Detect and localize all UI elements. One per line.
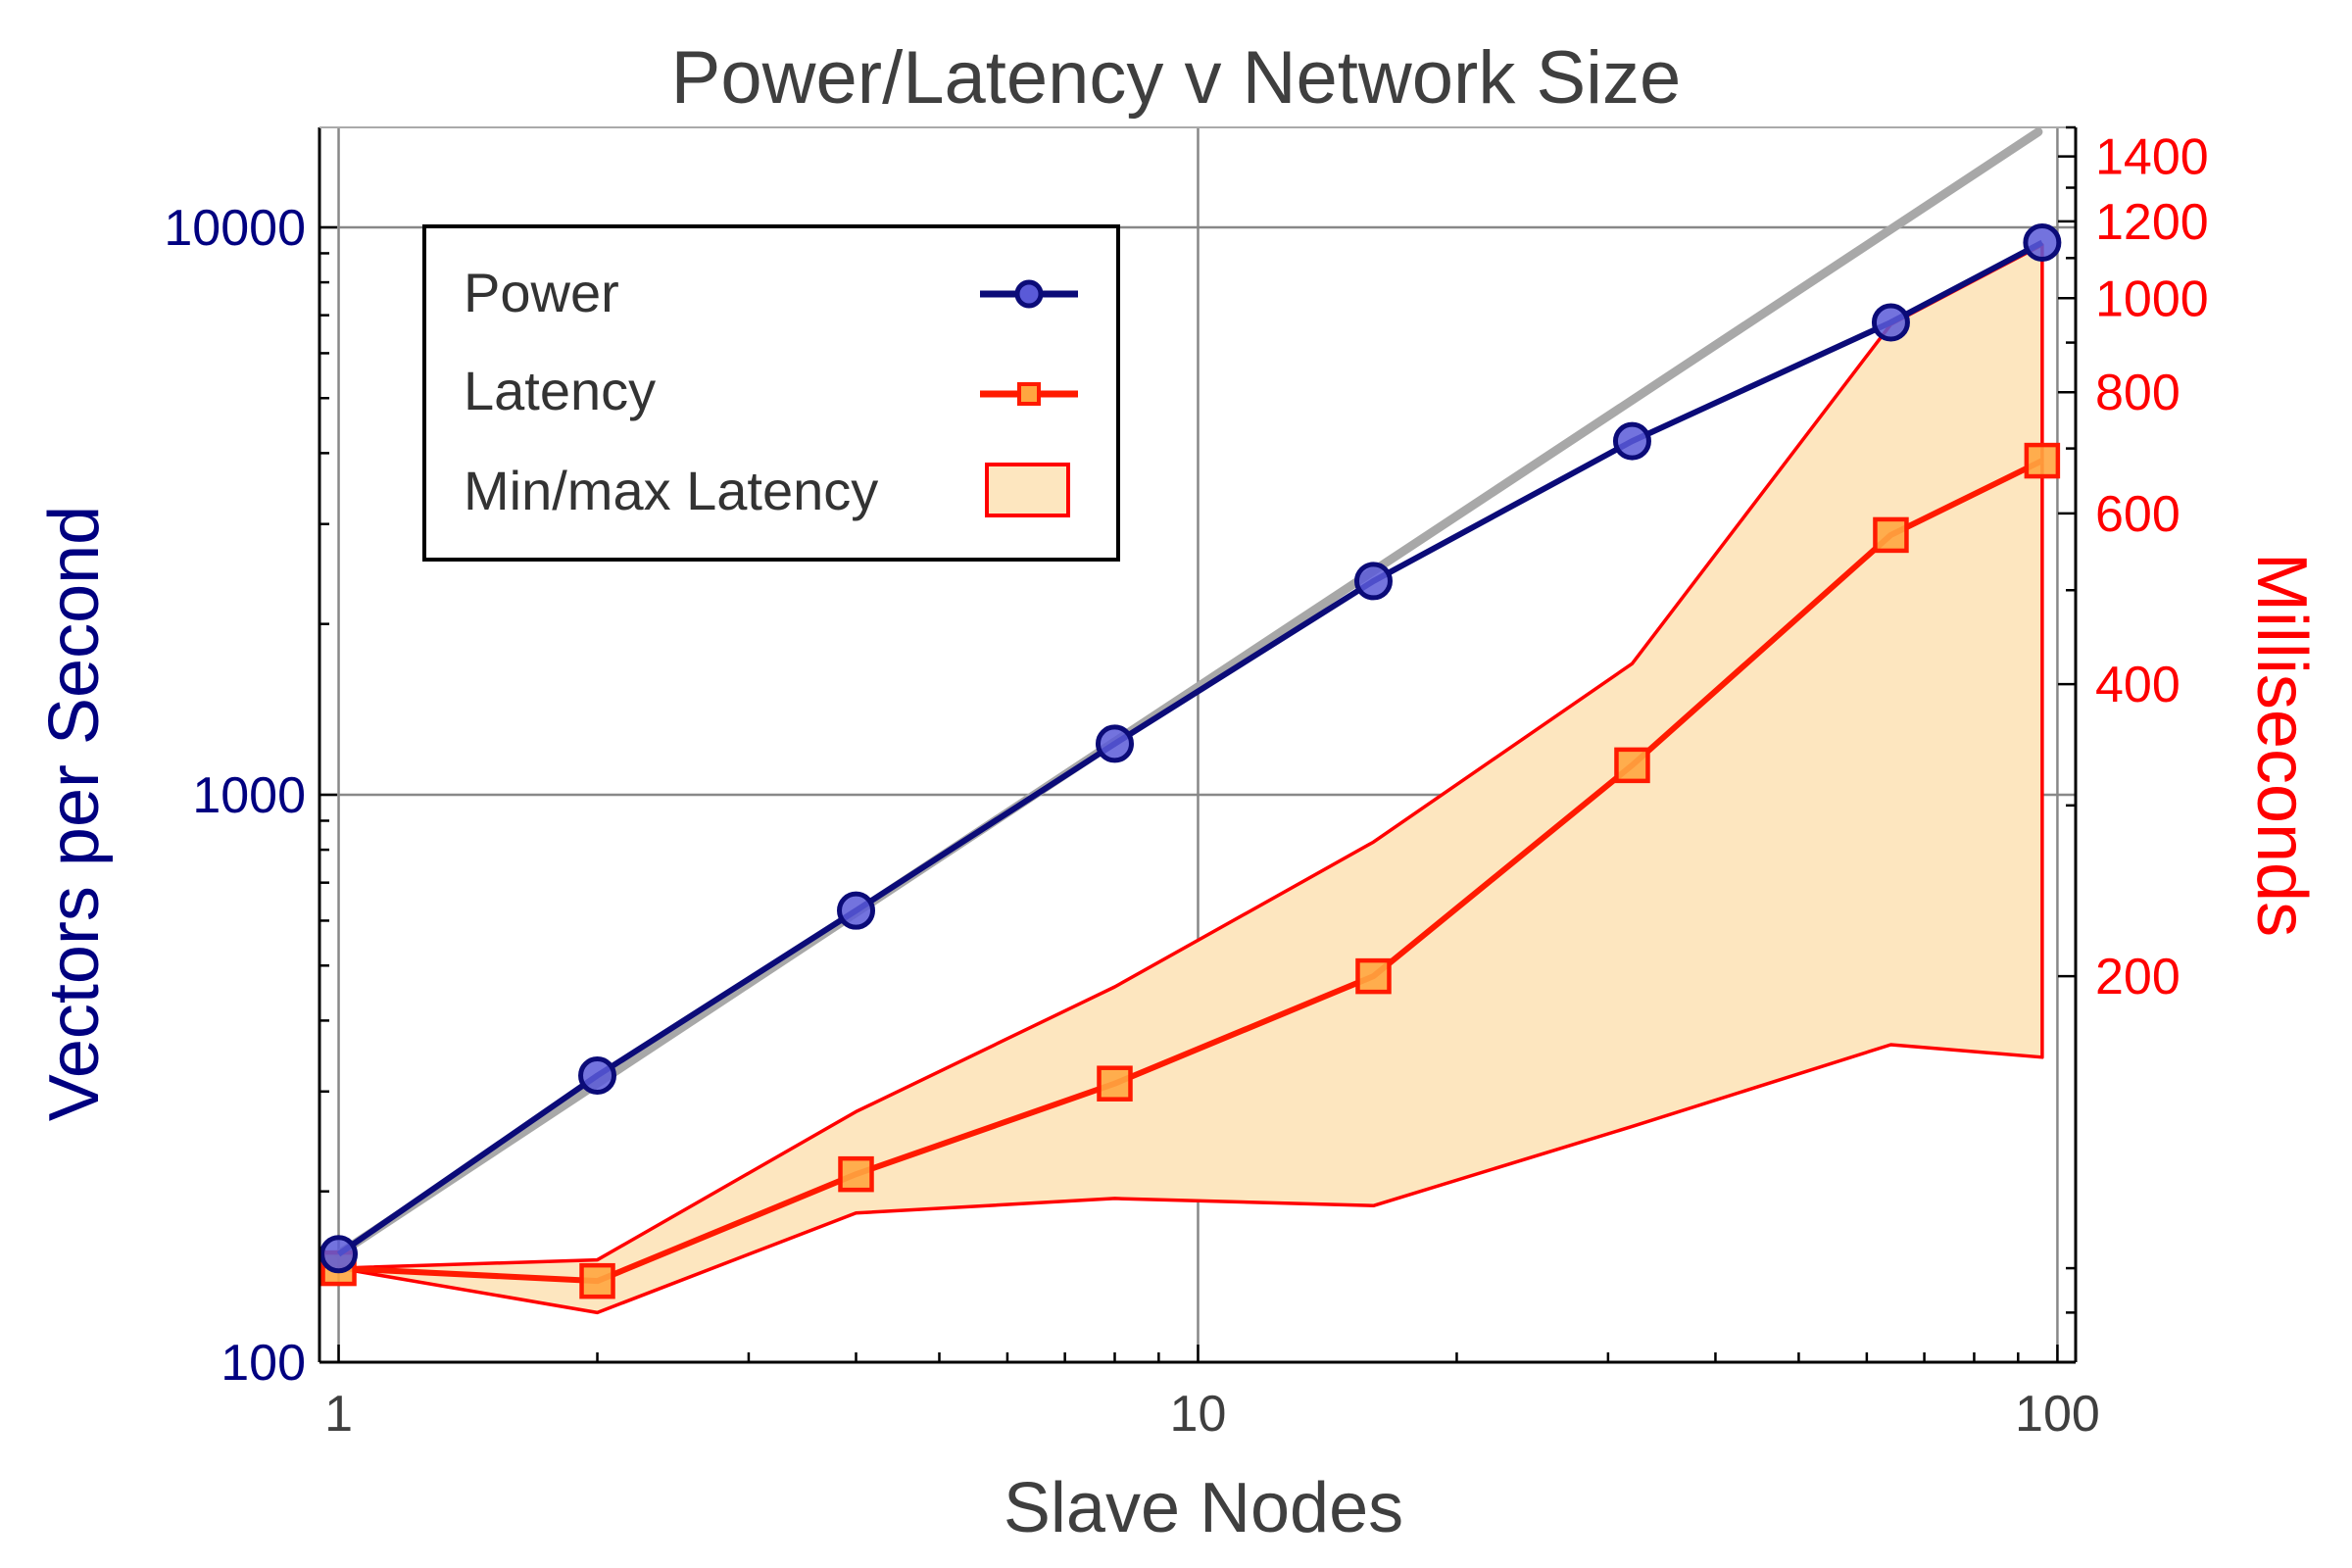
legend-swatch-power-marker bbox=[1014, 279, 1044, 309]
y2-tick-label-2: 600 bbox=[2095, 486, 2180, 543]
y-axis-label: Vectors per Second bbox=[35, 506, 114, 1121]
y2-axis-label: Milliseconds bbox=[2242, 553, 2321, 937]
power-point-0 bbox=[319, 1235, 359, 1274]
latency-line bbox=[338, 458, 2044, 1285]
power-point-2 bbox=[837, 891, 876, 930]
y2-tick-label-5: 1200 bbox=[2095, 194, 2209, 251]
latency-point-4 bbox=[1355, 957, 1392, 995]
y2-tick-label-6: 1400 bbox=[2095, 129, 2209, 186]
power-point-3 bbox=[1095, 724, 1134, 763]
legend-label-minmax: Min/max Latency bbox=[464, 460, 878, 521]
x-axis-label: Slave Nodes bbox=[1004, 1469, 1403, 1547]
y-tick-label-1: 1000 bbox=[192, 767, 306, 824]
ticks: 1 10 100 100 1000 10000 200 400 600 800 1000 1200 14… bbox=[164, 125, 2209, 1443]
x-tick-label-0: 1 bbox=[324, 1386, 353, 1443]
y2-tick-label-1: 400 bbox=[2095, 657, 2180, 713]
power-point-5 bbox=[1612, 421, 1651, 461]
power-point-6 bbox=[1871, 303, 1910, 342]
latency-point-5 bbox=[1614, 747, 1650, 784]
y2-tick-label-3: 800 bbox=[2095, 365, 2180, 421]
power-point-4 bbox=[1353, 562, 1393, 601]
latency-point-3 bbox=[1097, 1065, 1133, 1102]
latency-point-1 bbox=[579, 1262, 615, 1299]
latency-point-6 bbox=[1873, 516, 1909, 554]
legend-label-power: Power bbox=[464, 262, 619, 323]
legend-label-latency: Latency bbox=[464, 360, 656, 421]
latency-point-7 bbox=[2024, 442, 2061, 479]
power-point-7 bbox=[2023, 223, 2062, 263]
y-tick-label-2: 10000 bbox=[164, 200, 306, 257]
power-series bbox=[319, 223, 2062, 1274]
y2-tick-label-0: 200 bbox=[2095, 949, 2180, 1005]
legend: Power Latency Min/max Latency bbox=[422, 224, 1120, 562]
latency-band bbox=[336, 243, 2044, 1315]
x-tick-label-2: 100 bbox=[2015, 1386, 2100, 1443]
legend-swatch-minmax bbox=[985, 463, 1070, 517]
chart-title: Power/Latency v Network Size bbox=[671, 36, 1682, 120]
latency-point-2 bbox=[838, 1155, 874, 1193]
ideal-reference-line bbox=[334, 127, 2043, 1259]
latency-band-area bbox=[336, 243, 2044, 1315]
y2-tick-label-4: 1000 bbox=[2095, 270, 2209, 327]
legend-swatch-latency-marker bbox=[1017, 382, 1041, 406]
power-point-1 bbox=[578, 1056, 617, 1096]
ideal-line bbox=[334, 127, 2043, 1259]
x-tick-label-1: 10 bbox=[1170, 1386, 1227, 1443]
y-tick-label-0: 100 bbox=[220, 1335, 306, 1392]
power-line bbox=[336, 239, 2044, 1257]
